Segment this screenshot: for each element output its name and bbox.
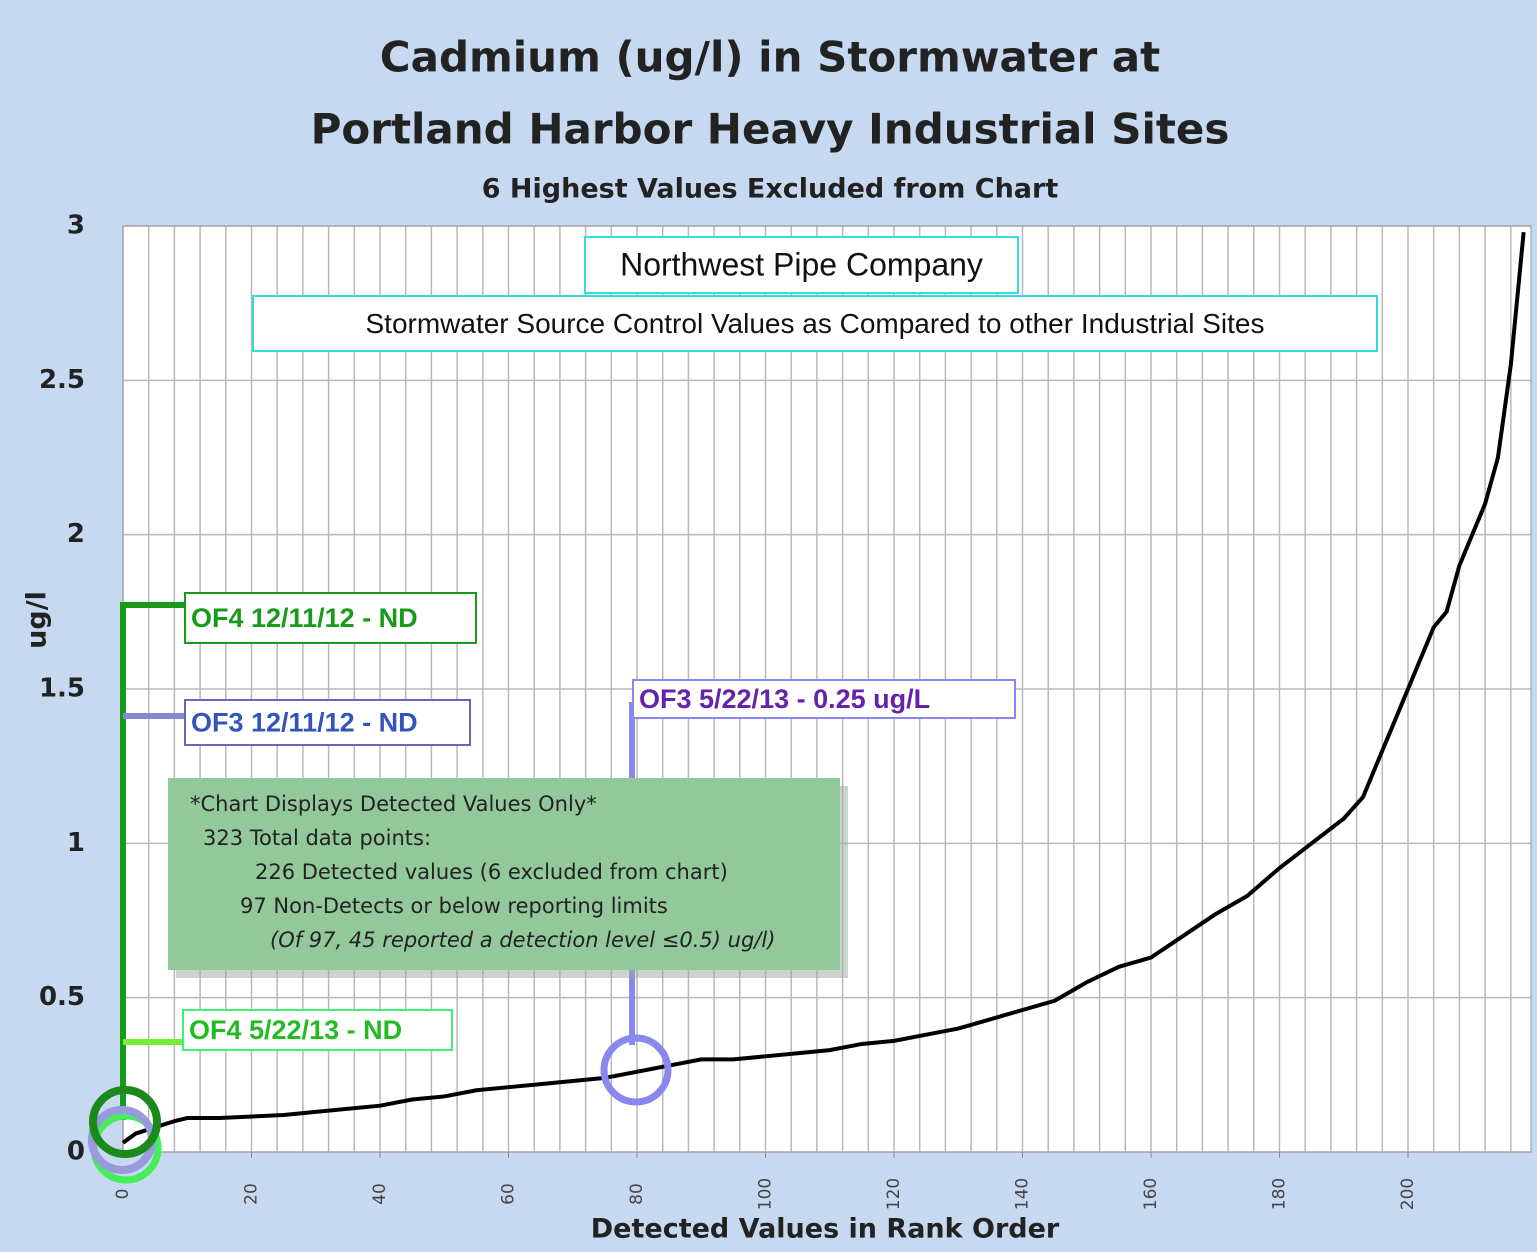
leader — [120, 602, 185, 1120]
annotation-text: Northwest Pipe Company — [620, 246, 983, 282]
annotation-text: OF4 5/22/13 - ND — [189, 1015, 402, 1045]
marks — [121, 231, 1526, 1145]
x-tick-label: 0 — [113, 1189, 133, 1200]
note-line: (Of 97, 45 reported a detection level ≤0… — [270, 928, 775, 952]
annotation-box — [182, 1009, 453, 1051]
x-tick-label: 20 — [242, 1183, 262, 1205]
x-tick-label: 40 — [370, 1183, 390, 1205]
annotation-text: OF3 5/22/13 - 0.25 ug/L — [639, 684, 930, 714]
note-line: 226 Detected values (6 excluded from cha… — [255, 860, 728, 884]
y-tick-label: 2 — [67, 519, 85, 549]
annotation-box — [252, 295, 1378, 352]
annotation-text: Stormwater Source Control Values as Comp… — [365, 308, 1264, 339]
annotation-box — [632, 679, 1016, 719]
annotations: Northwest Pipe Company Stormwater Source … — [88, 236, 1378, 1184]
note-box — [168, 778, 840, 970]
x-tick-label: 200 — [1398, 1178, 1418, 1210]
y-tick-label: 0.5 — [39, 982, 85, 1012]
y-tick-label: 1.5 — [39, 674, 85, 704]
highlight-circle — [600, 1034, 672, 1106]
x-tick-label: 80 — [627, 1183, 647, 1205]
note-line: *Chart Displays Detected Values Only* — [190, 792, 597, 816]
annotation-box — [584, 236, 1019, 294]
note-line: 323 Total data points: — [203, 826, 431, 850]
x-tick-label: 140 — [1013, 1178, 1033, 1210]
chart-subtitle: 6 Highest Values Excluded from Chart — [482, 174, 1059, 205]
data-line — [121, 231, 1526, 1145]
annotation-box — [184, 592, 477, 644]
chart-title: Cadmium (ug/l) in Stormwater at — [380, 33, 1160, 82]
y-tick-label: 0 — [67, 1137, 85, 1167]
x-tick-label: 120 — [884, 1178, 904, 1210]
chart-title: Portland Harbor Heavy Industrial Sites — [311, 105, 1230, 154]
x-tick-label: 60 — [499, 1183, 519, 1205]
y-tick-label: 3 — [67, 211, 85, 241]
annotation-text: OF3 12/11/12 - ND — [191, 708, 418, 738]
y-axis-label: ug/l — [22, 591, 53, 649]
x-tick-label: 100 — [756, 1178, 776, 1210]
note-line: 97 Non-Detects or below reporting limits — [240, 894, 668, 918]
highlight-circle — [89, 1086, 161, 1158]
y-tick-label: 2.5 — [39, 365, 85, 395]
grid: 0 0.5 1 1.5 2 2.5 3 0 20 40 60 80 100 120 140 160 180 200 — [39, 211, 1532, 1210]
y-tick-label: 1 — [67, 828, 85, 858]
x-tick-label: 180 — [1270, 1178, 1290, 1210]
x-axis-label: Detected Values in Rank Order — [591, 1214, 1060, 1245]
annotation-text: OF4 12/11/12 - ND — [191, 603, 418, 633]
x-tick-label: 160 — [1141, 1178, 1161, 1210]
annotation-box — [184, 699, 471, 746]
